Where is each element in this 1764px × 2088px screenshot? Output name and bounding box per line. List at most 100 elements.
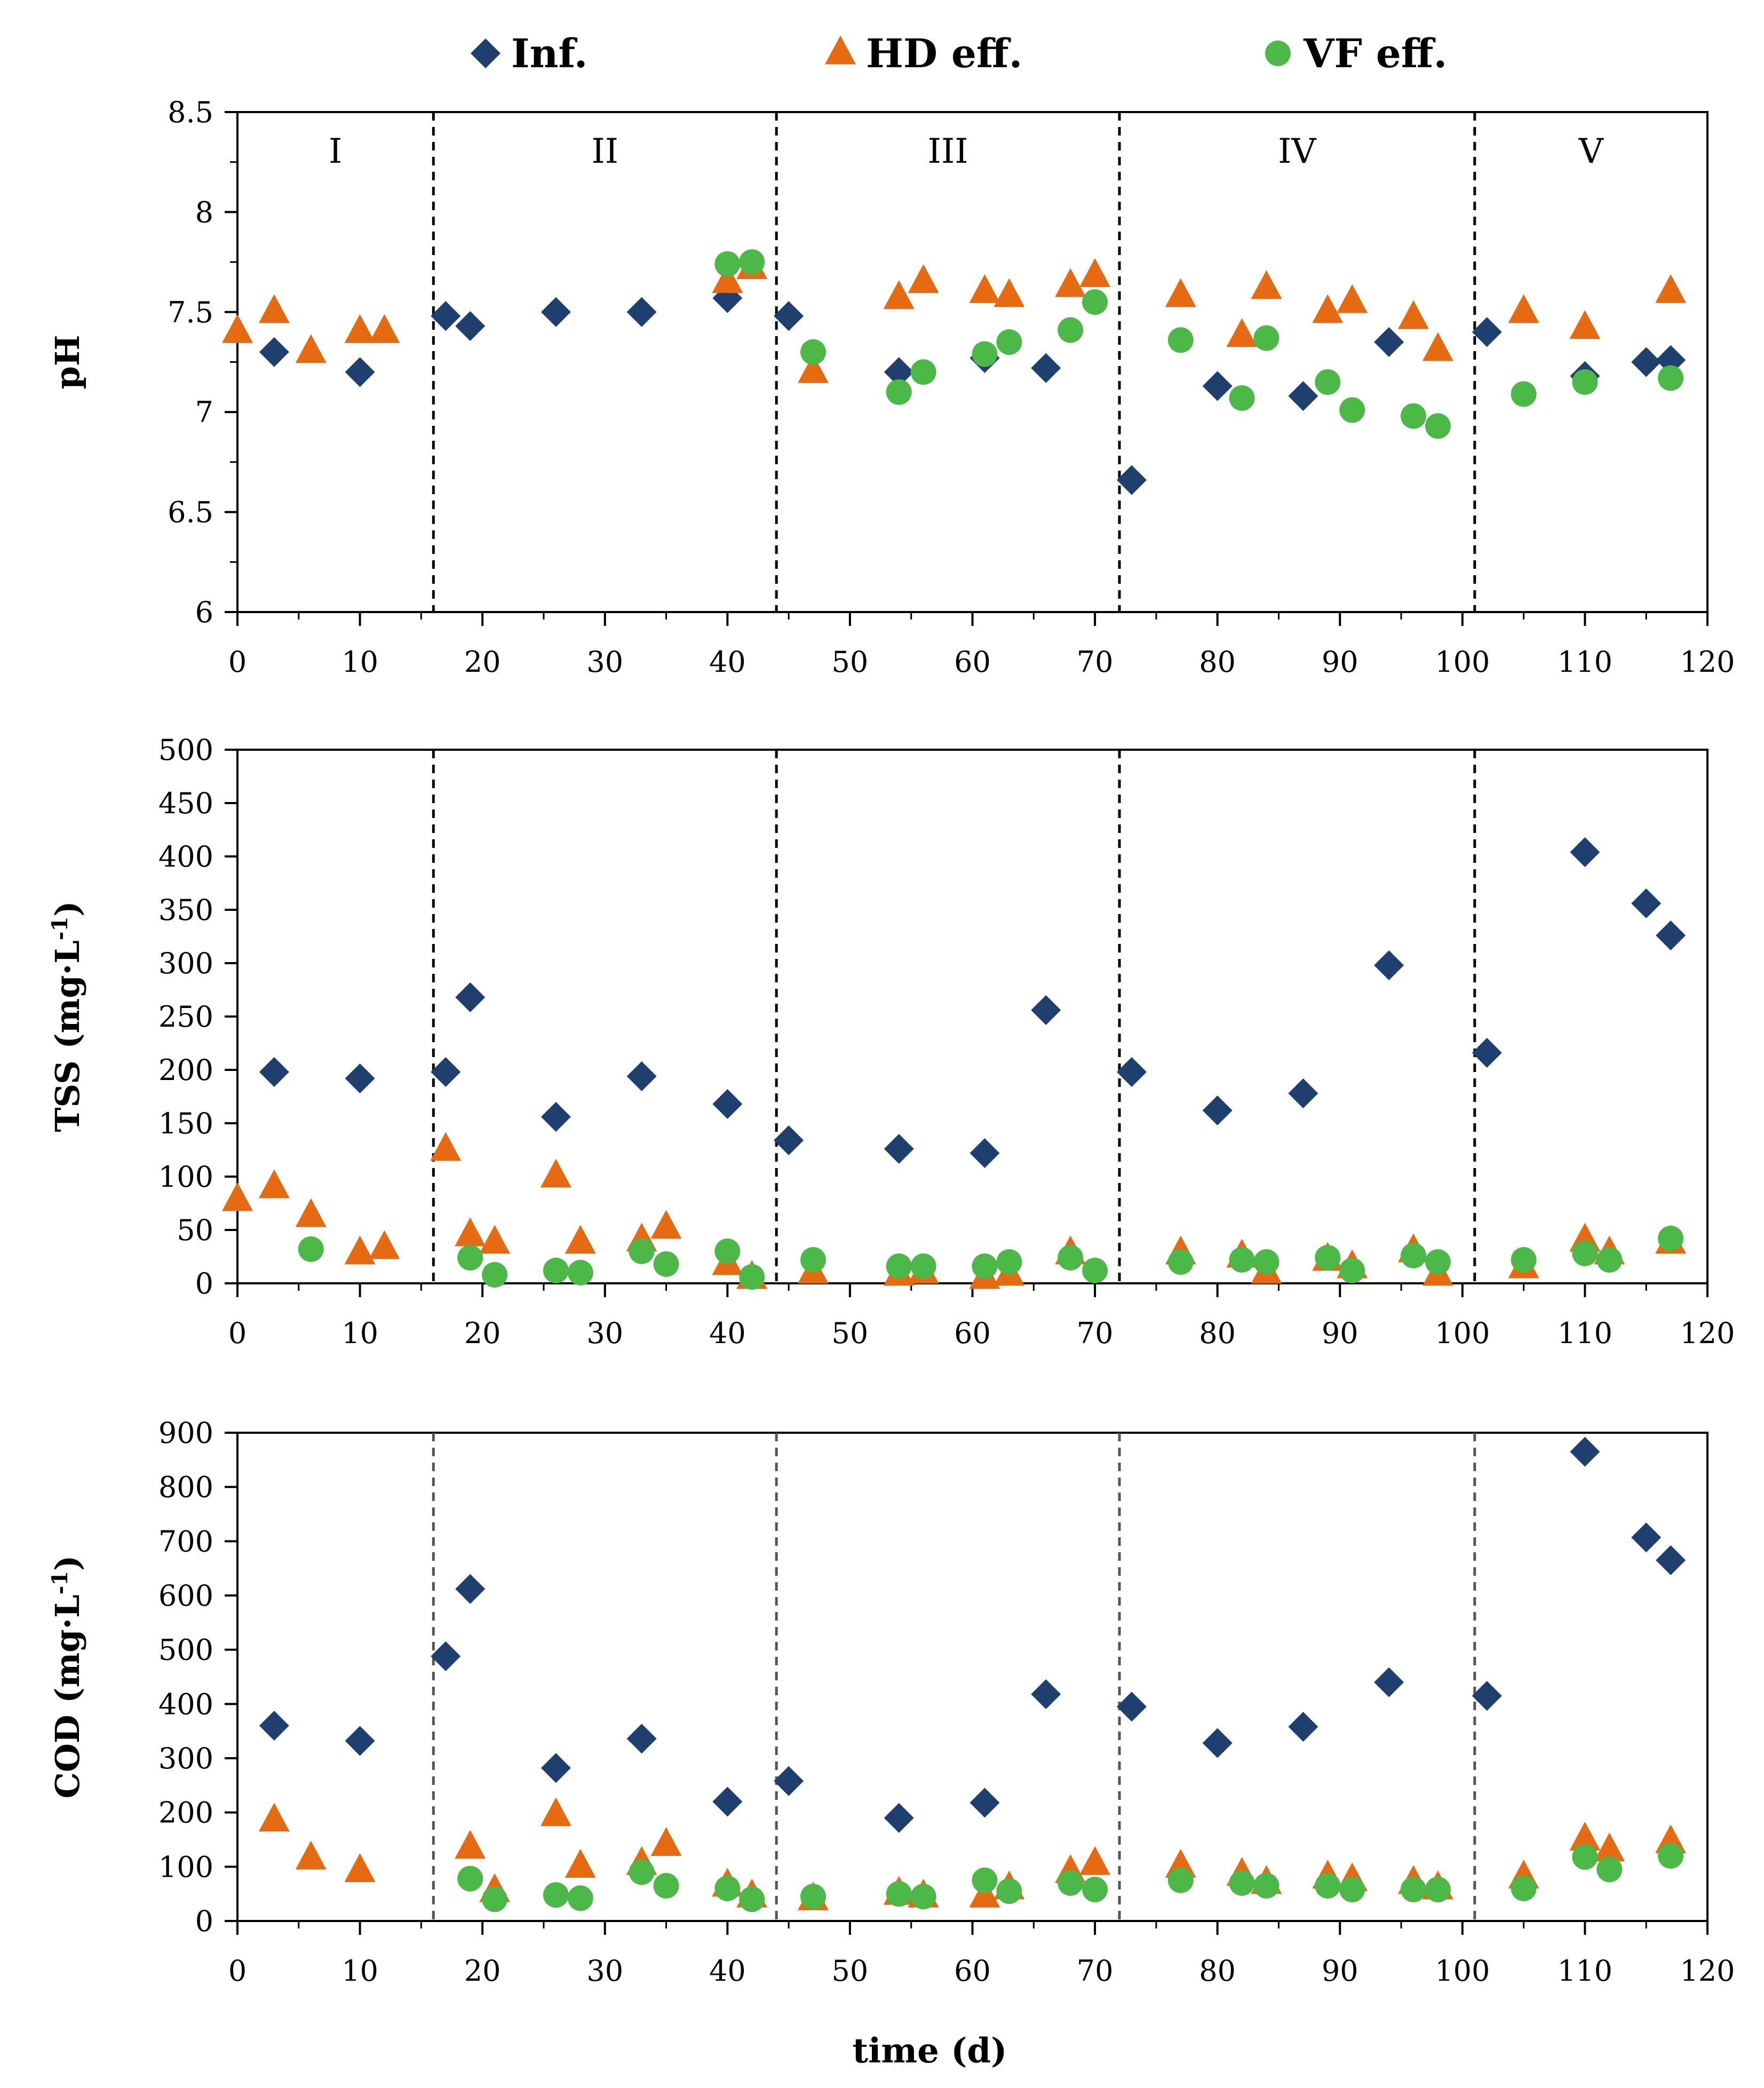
data-point: [1658, 365, 1684, 391]
data-point: [541, 297, 571, 327]
data-point: [455, 982, 486, 1012]
x-tick-label: 70: [1077, 645, 1114, 679]
data-point: [1226, 318, 1258, 347]
data-point: [455, 1217, 486, 1247]
data-point: [1401, 1877, 1426, 1903]
data-point: [714, 251, 741, 277]
series-inf: [259, 837, 1686, 1168]
data-point: [1031, 353, 1061, 383]
data-point: [626, 1724, 657, 1754]
data-point: [739, 249, 765, 275]
y-tick-label: 600: [158, 1579, 213, 1613]
y-tick-label: 300: [158, 947, 213, 980]
series-vf-eff: [714, 249, 1684, 439]
data-point: [1251, 270, 1282, 299]
data-point: [1511, 381, 1537, 407]
data-point: [774, 1766, 804, 1796]
data-point: [222, 314, 253, 343]
data-point: [1167, 327, 1194, 353]
x-tick-label: 60: [954, 645, 991, 679]
data-point: [1422, 332, 1453, 361]
y-tick-label: 6.5: [168, 496, 213, 529]
data-point: [1658, 1226, 1684, 1251]
data-point: [1508, 294, 1539, 323]
series-vf-eff: [298, 1226, 1684, 1290]
data-point: [1202, 1095, 1233, 1125]
x-tick-label: 20: [464, 645, 501, 679]
data-point: [344, 1853, 376, 1882]
data-point: [1655, 274, 1687, 303]
phase-label: IV: [1278, 132, 1317, 171]
series-hd-eff: [222, 1132, 1687, 1289]
data-point: [258, 1803, 290, 1832]
data-point: [1288, 1712, 1318, 1742]
data-point: [653, 1872, 679, 1899]
data-point: [910, 359, 936, 385]
y-tick-label: 8: [195, 195, 213, 229]
data-point: [455, 1574, 486, 1604]
data-point: [1631, 347, 1662, 377]
data-point: [1631, 1522, 1662, 1553]
tss-panel: 0 10 20 30 40 50 60 70 80 90 100 110 120 0 50 100 150 200…: [47, 733, 1735, 1350]
y-axis-label: COD (mg·L-1): [47, 1555, 87, 1799]
series-hd-eff: [222, 250, 1687, 383]
data-point: [1229, 1870, 1255, 1896]
y-axis-label: pH: [48, 335, 87, 390]
x-tick-label: 70: [1077, 1954, 1114, 1988]
data-point: [714, 1238, 741, 1264]
data-point: [1472, 317, 1502, 347]
x-tick-label: 30: [586, 645, 623, 679]
y-tick-label: 100: [158, 1160, 213, 1194]
x-axis-label: time (d): [853, 2031, 1007, 2071]
x-tick-label: 50: [832, 645, 869, 679]
y-tick-label: 800: [158, 1471, 213, 1504]
data-point: [1594, 1832, 1625, 1862]
y-tick-label: 7: [195, 395, 213, 429]
data-point: [369, 314, 400, 343]
data-point: [1288, 1078, 1318, 1108]
data-point: [1082, 289, 1108, 315]
data-point: [1339, 397, 1365, 423]
data-point: [908, 264, 939, 293]
data-point: [431, 1641, 461, 1671]
data-point: [1229, 385, 1255, 411]
data-point: [540, 1797, 571, 1827]
data-point: [1596, 1856, 1623, 1883]
data-point: [479, 1225, 511, 1254]
data-point: [970, 1788, 1000, 1818]
data-point: [1572, 1241, 1598, 1266]
data-point: [970, 1138, 1000, 1168]
x-tick-label: 0: [228, 1316, 247, 1350]
x-tick-label: 110: [1558, 1316, 1612, 1350]
data-point: [543, 1258, 569, 1283]
phase-label: II: [591, 132, 618, 171]
data-point: [1511, 1876, 1537, 1901]
data-point: [1374, 1667, 1404, 1697]
data-point: [1079, 258, 1111, 287]
series-hd-eff: [258, 1797, 1687, 1910]
x-tick-label: 110: [1558, 1954, 1612, 1988]
x-tick-label: 0: [228, 1954, 247, 1988]
data-point: [1116, 1692, 1147, 1722]
data-point: [972, 1867, 998, 1893]
data-point: [969, 274, 1000, 303]
plot-frame: [236, 749, 1709, 1284]
data-point: [712, 264, 743, 293]
x-tick-label: 80: [1199, 645, 1236, 679]
x-tick-label: 30: [586, 1954, 623, 1988]
x-tick-label: 90: [1322, 1316, 1358, 1350]
x-tick-label: 10: [341, 1954, 378, 1988]
data-point: [455, 1830, 486, 1859]
series-inf: [259, 283, 1686, 495]
data-point: [345, 357, 375, 387]
data-point: [1572, 1844, 1598, 1870]
data-point: [800, 339, 827, 365]
x-tick-label: 100: [1435, 1954, 1490, 1988]
x-tick-label: 60: [954, 1954, 991, 1988]
data-point: [1569, 310, 1601, 339]
data-point: [884, 357, 914, 387]
data-point: [774, 1125, 804, 1155]
data-point: [712, 1089, 743, 1119]
data-point: [1082, 1877, 1108, 1903]
data-point: [431, 1057, 461, 1087]
